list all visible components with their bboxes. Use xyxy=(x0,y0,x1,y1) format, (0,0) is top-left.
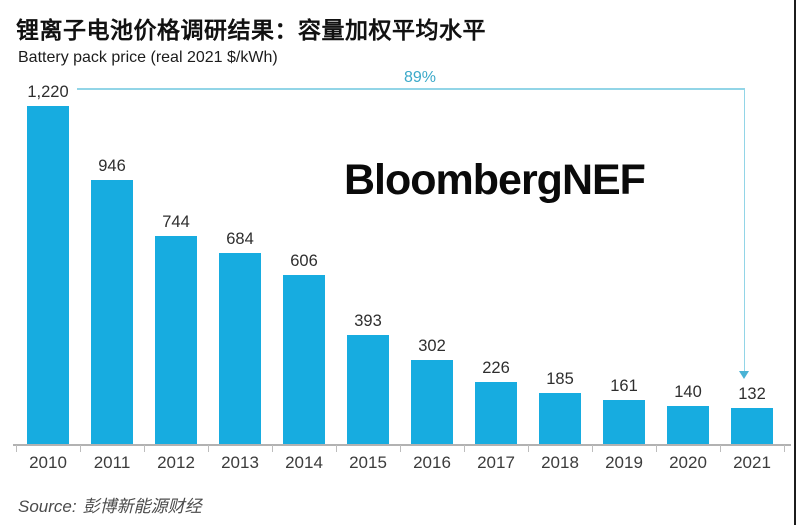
x-axis-tick-label: 2016 xyxy=(413,453,451,472)
annotation-percent-label: 89% xyxy=(404,69,437,86)
bar xyxy=(667,406,709,445)
x-axis-tick xyxy=(528,445,529,452)
bar xyxy=(219,253,261,445)
bar-value-label: 161 xyxy=(610,377,638,395)
bar xyxy=(603,400,645,445)
bar xyxy=(731,408,773,445)
x-axis-tick-label: 2010 xyxy=(29,453,67,472)
bar-column: 185 xyxy=(528,83,592,445)
bar-column: 393 xyxy=(336,83,400,445)
x-axis-tick xyxy=(784,445,785,452)
x-axis-tick xyxy=(144,445,145,452)
bloombergnef-logo: BloombergNEF xyxy=(344,156,646,204)
bar xyxy=(155,236,197,445)
bar-column: 132 xyxy=(720,83,784,445)
bar-value-label: 185 xyxy=(546,370,574,388)
x-axis-tick-label: 2014 xyxy=(285,453,323,472)
bar-column: 226 xyxy=(464,83,528,445)
x-axis-labels: 2010 2011 2012 2013 2014 2015 2016 2017 2018 2019… xyxy=(16,453,784,473)
bar-value-label: 1,220 xyxy=(27,83,69,101)
source-label: Source: xyxy=(18,497,77,516)
bar-value-label: 606 xyxy=(290,252,318,270)
x-axis-tick-label: 2021 xyxy=(733,453,771,472)
page-edge-line xyxy=(794,0,796,525)
x-axis-tick xyxy=(336,445,337,452)
x-axis-tick xyxy=(16,445,17,452)
bar-value-label: 226 xyxy=(482,359,510,377)
x-axis-tick xyxy=(208,445,209,452)
x-axis-tick-label: 2011 xyxy=(93,453,131,472)
bar-value-label: 684 xyxy=(226,230,254,248)
source-value: 彭博新能源财经 xyxy=(82,497,202,516)
x-axis-tick-label: 2020 xyxy=(669,453,707,472)
source-note: Source: 彭博新能源财经 xyxy=(18,492,202,517)
x-axis-tick xyxy=(656,445,657,452)
bar-value-label: 140 xyxy=(674,383,702,401)
x-axis-tick xyxy=(464,445,465,452)
x-axis-tick-label: 2013 xyxy=(221,453,259,472)
bar-value-label: 132 xyxy=(738,385,766,403)
x-axis-tick-label: 2015 xyxy=(349,453,387,472)
x-axis-tick-label: 2017 xyxy=(477,453,515,472)
bar xyxy=(283,275,325,445)
x-axis-tick xyxy=(720,445,721,452)
x-axis-line xyxy=(13,444,791,446)
bar xyxy=(347,335,389,445)
x-axis-tick xyxy=(400,445,401,452)
x-axis-tick-label: 2012 xyxy=(157,453,195,472)
x-axis-tick-label: 2019 xyxy=(605,453,643,472)
bar-value-label: 302 xyxy=(418,337,446,355)
bar-column: 1,220 xyxy=(16,83,80,445)
bar-value-label: 744 xyxy=(162,213,190,231)
bar-column: 140 xyxy=(656,83,720,445)
x-axis-tick xyxy=(272,445,273,452)
x-axis-tick-label: 2018 xyxy=(541,453,579,472)
bar xyxy=(91,180,133,445)
annotation-line-horizontal xyxy=(77,88,745,90)
bar xyxy=(539,393,581,445)
chart-title: 锂离子电池价格调研结果：容量加权平均水平 xyxy=(16,17,486,43)
bar-column: 302 xyxy=(400,83,464,445)
bar xyxy=(411,360,453,445)
bar-column: 161 xyxy=(592,83,656,445)
bar-column: 946 xyxy=(80,83,144,445)
bar-column: 744 xyxy=(144,83,208,445)
bar-column: 606 xyxy=(272,83,336,445)
arrow-down-icon xyxy=(739,371,749,379)
bar xyxy=(27,106,69,445)
x-axis-tick xyxy=(80,445,81,452)
bar-value-label: 393 xyxy=(354,312,382,330)
annotation-line-vertical xyxy=(743,88,745,371)
bar-plot-area: 1,220 946 744 684 606 393 302 226 185 161 140 132 xyxy=(16,83,784,445)
x-axis-tick xyxy=(592,445,593,452)
x-axis-ticks xyxy=(0,445,800,453)
bar-value-label: 946 xyxy=(98,157,126,175)
bar xyxy=(475,382,517,445)
bar-column: 684 xyxy=(208,83,272,445)
axis-unit-label: Battery pack price (real 2021 $/kWh) xyxy=(18,49,278,66)
